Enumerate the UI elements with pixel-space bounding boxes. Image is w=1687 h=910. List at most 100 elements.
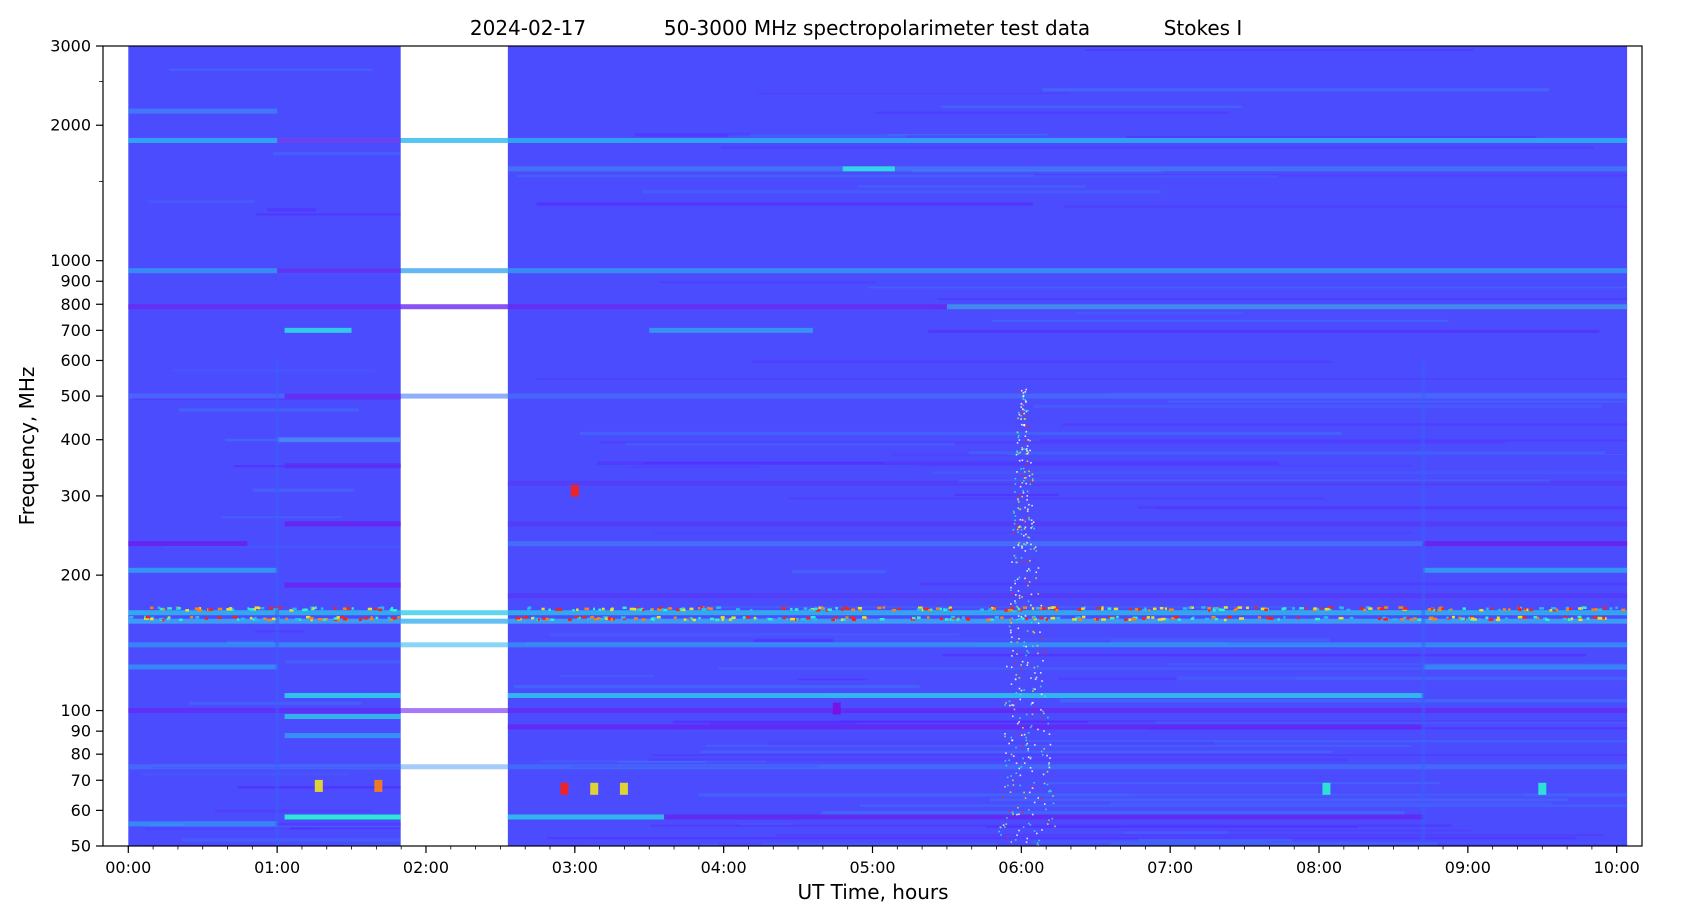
rfi-speckle — [1021, 617, 1025, 620]
burst-speckle — [1048, 762, 1050, 764]
burst-speckle — [1013, 512, 1015, 514]
rfi-speckle — [716, 606, 720, 610]
bright-spot — [314, 779, 323, 792]
rfi-speckle — [1524, 608, 1527, 611]
rfi-speckle — [1096, 606, 1100, 610]
burst-speckle — [1040, 604, 1043, 607]
x-axis: 00:00 01:00 02:00 03:00 04:00 05:00 06:00 07:00… — [105, 846, 1640, 877]
rfi-speckle — [771, 618, 775, 621]
burst-speckle — [1025, 579, 1028, 581]
burst-speckle — [1045, 808, 1047, 811]
rfi-speckle — [768, 617, 773, 621]
burst-speckle — [1033, 547, 1036, 550]
rfi-speckle — [1051, 606, 1056, 609]
rfi-speckle — [1212, 609, 1216, 612]
rfi-speckle — [163, 608, 166, 611]
rfi-speckle — [994, 616, 999, 619]
frequency-band — [277, 268, 401, 274]
burst-speckle — [1018, 459, 1021, 462]
burst-speckle — [1026, 542, 1028, 544]
rfi-speckle — [1586, 617, 1590, 620]
rfi-speckle — [1045, 618, 1049, 621]
rfi-speckle — [1297, 616, 1300, 620]
rfi-speckle — [924, 607, 929, 611]
y-tick-label: 70 — [71, 771, 91, 790]
rfi-speckle — [544, 617, 549, 621]
burst-speckle — [1033, 631, 1036, 634]
rfi-speckle — [217, 607, 223, 611]
burst-speckle — [1014, 839, 1017, 841]
rfi-speckle — [835, 606, 839, 610]
burst-speckle — [1011, 609, 1013, 611]
burst-speckle — [1020, 615, 1023, 618]
rfi-speckle — [369, 617, 374, 621]
texture-stripe — [1030, 839, 1267, 844]
burst-speckle — [1035, 571, 1038, 574]
burst-speckle — [1032, 687, 1035, 690]
rfi-speckle — [1549, 609, 1553, 612]
rfi-speckle — [813, 618, 818, 621]
texture-stripe — [753, 639, 1111, 643]
frequency-band — [128, 618, 1628, 624]
burst-speckle — [1024, 435, 1027, 438]
rfi-speckle — [1264, 608, 1268, 612]
frequency-band — [507, 593, 1628, 599]
rfi-speckle — [939, 607, 943, 611]
burst-speckle — [1054, 825, 1056, 828]
burst-speckle — [1027, 600, 1030, 603]
texture-stripe — [653, 531, 1413, 534]
rfi-speckle — [232, 615, 238, 619]
rfi-speckle — [1233, 608, 1237, 612]
burst-speckle — [1050, 790, 1052, 793]
burst-speckle — [1033, 781, 1035, 784]
texture-stripe — [184, 823, 401, 826]
texture-stripe — [1123, 831, 1228, 835]
rfi-speckle — [1498, 608, 1501, 612]
rfi-speckle — [679, 608, 683, 611]
burst-speckle — [1019, 784, 1021, 787]
rfi-speckle — [1246, 606, 1249, 610]
burst-speckle — [1010, 841, 1013, 843]
burst-speckle — [1026, 650, 1028, 652]
burst-speckle — [1010, 666, 1013, 669]
frequency-band — [128, 821, 278, 827]
texture-stripe — [1059, 699, 1628, 703]
burst-speckle — [1036, 665, 1039, 668]
frequency-band — [128, 764, 1628, 770]
rfi-speckle — [1502, 608, 1506, 611]
texture-stripe — [788, 497, 1325, 500]
rfi-speckle — [254, 606, 260, 609]
burst-speckle — [1022, 811, 1024, 814]
rfi-speckle — [195, 616, 200, 619]
burst-speckle — [1015, 691, 1018, 694]
burst-speckle — [1019, 717, 1021, 719]
burst-speckle — [1028, 518, 1031, 521]
burst-speckle — [1016, 450, 1018, 452]
burst-speckle — [1005, 764, 1008, 767]
rfi-speckle — [1056, 616, 1061, 620]
texture-stripe — [739, 822, 793, 826]
texture-stripe — [887, 133, 1048, 136]
burst-speckle — [1021, 545, 1023, 548]
burst-speckle — [1025, 645, 1027, 648]
texture-stripe — [642, 190, 1161, 194]
rfi-speckle — [1427, 608, 1432, 611]
burst-speckle — [1019, 698, 1022, 701]
rfi-speckle — [249, 616, 253, 620]
rfi-speckle — [659, 606, 663, 610]
texture-stripe — [701, 843, 1628, 846]
rfi-speckle — [582, 615, 587, 619]
rfi-speckle — [541, 607, 545, 611]
rfi-speckle — [285, 617, 288, 621]
burst-speckle — [1049, 757, 1051, 759]
burst-speckle — [1010, 683, 1013, 685]
rfi-speckle — [1465, 618, 1469, 621]
texture-stripe — [857, 185, 1086, 188]
burst-speckle — [1025, 464, 1027, 466]
rfi-speckle — [663, 608, 668, 612]
rfi-speckle — [1417, 618, 1422, 621]
rfi-speckle — [701, 608, 707, 611]
burst-speckle — [1026, 445, 1029, 447]
rfi-speckle — [190, 615, 193, 619]
rfi-speckle — [1299, 607, 1304, 610]
